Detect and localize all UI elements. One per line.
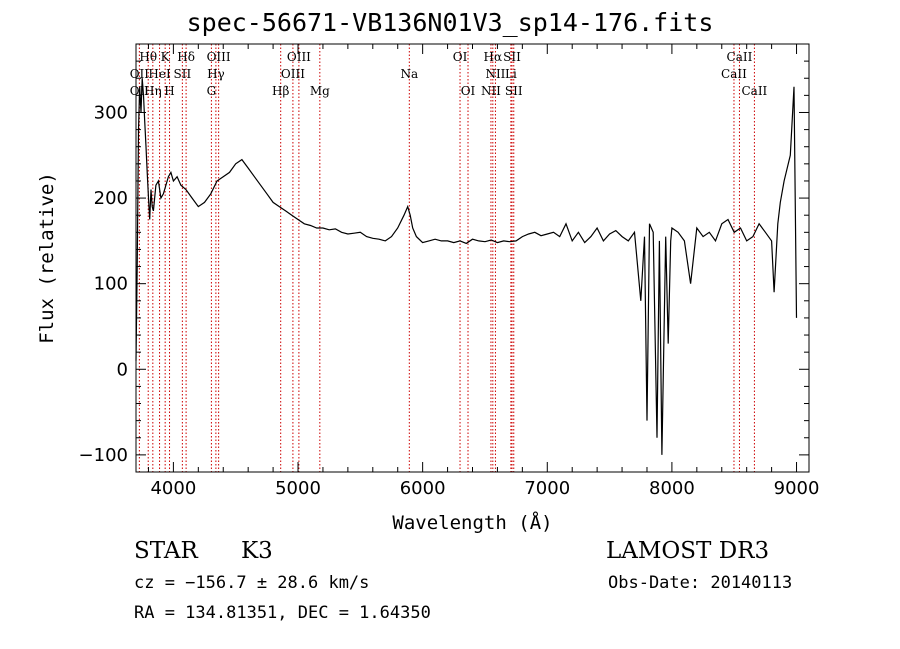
line-label: OI: [453, 50, 468, 64]
x-tick-label: 7000: [524, 478, 570, 499]
spectrum-series: [135, 78, 798, 455]
object-class: STAR: [134, 538, 198, 564]
chart-title: spec-56671-VB136N01V3_sp14-176.fits: [186, 8, 714, 37]
line-label: Hγ: [207, 67, 225, 81]
line-label: K: [161, 50, 171, 64]
line-label: Hβ: [272, 84, 289, 98]
line-label: Li: [505, 67, 517, 81]
y-tick-label: −100: [79, 445, 128, 466]
plot-frame: [135, 43, 810, 473]
line-label: Hη: [144, 84, 162, 98]
line-label: CaII: [741, 84, 767, 98]
y-tick-label: 100: [94, 274, 128, 295]
y-axis-label: Flux (relative): [36, 172, 58, 344]
ra-dec: RA = 134.81351, DEC = 1.64350: [134, 603, 431, 623]
line-label: OIII: [207, 50, 231, 64]
line-label: OIII: [287, 50, 311, 64]
line-label: NII: [481, 84, 501, 98]
y-tick-label: 200: [94, 188, 128, 209]
line-label: CaII: [721, 67, 747, 81]
line-label: CaII: [727, 50, 753, 64]
survey-name: LAMOST DR3: [606, 538, 770, 564]
line-label: HeI: [148, 67, 171, 81]
line-label: Hα: [484, 50, 503, 64]
line-label: Hδ: [177, 50, 195, 64]
line-label: SII: [174, 67, 192, 81]
obs-date: Obs-Date: 20140113: [608, 573, 793, 593]
object-subclass: K3: [241, 538, 273, 564]
x-axis: 4000 5000 6000 7000 8000 9000: [147, 44, 820, 499]
line-label: OII: [130, 67, 150, 81]
line-label: Mg: [310, 84, 330, 98]
line-label: SII: [505, 84, 523, 98]
emission-line-markers: [138, 44, 755, 472]
y-axis: −100 0 100 200 300: [79, 60, 809, 466]
x-tick-label: 8000: [649, 478, 695, 499]
cz-value: cz = −156.7 ± 28.6 km/s: [134, 573, 370, 593]
line-label: Hθ: [139, 50, 157, 64]
y-tick-label: 300: [94, 102, 128, 123]
line-label: OI: [461, 84, 476, 98]
spectrum-line: [135, 78, 798, 455]
x-tick-label: 4000: [150, 478, 196, 499]
line-label: NII: [485, 67, 505, 81]
x-tick-label: 6000: [400, 478, 446, 499]
y-tick-label: 0: [117, 359, 128, 380]
line-label: Na: [400, 67, 418, 81]
line-label: OIII: [281, 67, 305, 81]
x-tick-label: 9000: [774, 478, 820, 499]
x-axis-label: Wavelength (Å): [392, 511, 552, 534]
line-label: H: [164, 84, 174, 98]
line-label: SII: [503, 50, 521, 64]
line-label: G: [207, 84, 217, 98]
x-tick-label: 5000: [275, 478, 321, 499]
